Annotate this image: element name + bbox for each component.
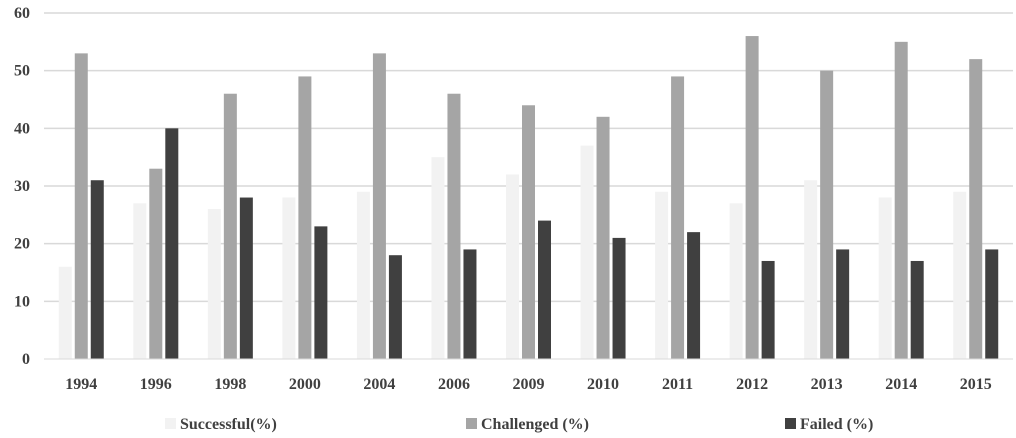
y-tick-label: 0 xyxy=(22,351,30,368)
legend-item: Successful(%) xyxy=(165,416,277,433)
x-tick-label: 2009 xyxy=(513,376,545,393)
bar xyxy=(207,209,221,359)
legend-swatch xyxy=(466,418,477,429)
x-tick-label: 2012 xyxy=(736,376,768,393)
y-tick-label: 40 xyxy=(14,120,30,137)
bar xyxy=(223,93,237,359)
bar xyxy=(372,53,386,359)
bar xyxy=(282,197,296,359)
bar xyxy=(58,266,72,359)
bar xyxy=(761,260,775,359)
bar xyxy=(985,249,999,359)
legend-label: Failed (%) xyxy=(800,416,873,433)
bar xyxy=(596,116,610,359)
bar xyxy=(239,197,253,359)
bar xyxy=(298,76,312,359)
bar xyxy=(910,260,924,359)
y-tick-label: 60 xyxy=(14,5,30,22)
bar xyxy=(314,226,328,359)
legend-item: Challenged (%) xyxy=(466,416,589,433)
y-tick-label: 20 xyxy=(14,236,30,253)
bar xyxy=(149,168,163,359)
x-tick-label: 2013 xyxy=(811,376,843,393)
x-tick-label: 2006 xyxy=(438,376,470,393)
bar xyxy=(538,220,551,359)
bar xyxy=(878,197,892,359)
bar xyxy=(580,145,594,359)
bar xyxy=(447,93,461,359)
y-tick-label: 50 xyxy=(14,63,30,80)
bar xyxy=(687,232,701,359)
bar xyxy=(804,180,818,359)
x-tick-label: 2000 xyxy=(289,376,321,393)
x-tick-label: 1994 xyxy=(65,376,97,393)
legend-swatch xyxy=(165,418,176,429)
bar xyxy=(953,191,967,359)
bar xyxy=(836,249,850,359)
y-tick-label: 10 xyxy=(14,293,30,310)
x-axis: 1994 1996 1998 2000 2004 2006 2009 2010 2011 2012… xyxy=(65,376,991,393)
bar xyxy=(820,70,834,360)
x-tick-label: 1998 xyxy=(214,376,246,393)
bar xyxy=(74,53,88,359)
legend-swatch xyxy=(785,418,796,429)
legend-label: Challenged (%) xyxy=(481,416,589,433)
bar xyxy=(894,41,908,359)
bar xyxy=(431,157,445,359)
legend: Successful(%) Challenged (%) Failed (%) xyxy=(165,416,873,433)
x-tick-label: 2011 xyxy=(662,376,693,393)
bar xyxy=(165,128,179,359)
bar xyxy=(506,174,519,359)
bar xyxy=(969,59,983,360)
legend-item: Failed (%) xyxy=(785,416,873,433)
bar xyxy=(388,255,402,359)
y-tick-label: 30 xyxy=(14,178,30,195)
bar xyxy=(463,249,477,359)
bar xyxy=(671,76,685,359)
bar xyxy=(729,203,743,359)
bar xyxy=(90,180,104,359)
bar xyxy=(612,237,626,359)
x-tick-label: 2014 xyxy=(885,376,917,393)
bar xyxy=(356,191,370,359)
bar xyxy=(133,203,147,359)
bar xyxy=(522,105,535,360)
x-tick-label: 2004 xyxy=(363,376,395,393)
bar xyxy=(745,36,759,360)
x-tick-label: 2015 xyxy=(960,376,992,393)
x-tick-label: 1996 xyxy=(140,376,172,393)
x-tick-label: 2010 xyxy=(587,376,619,393)
legend-label: Successful(%) xyxy=(180,416,277,433)
y-axis: 0 10 20 30 40 50 60 xyxy=(14,5,30,368)
bar xyxy=(655,191,669,359)
bars xyxy=(58,36,999,360)
